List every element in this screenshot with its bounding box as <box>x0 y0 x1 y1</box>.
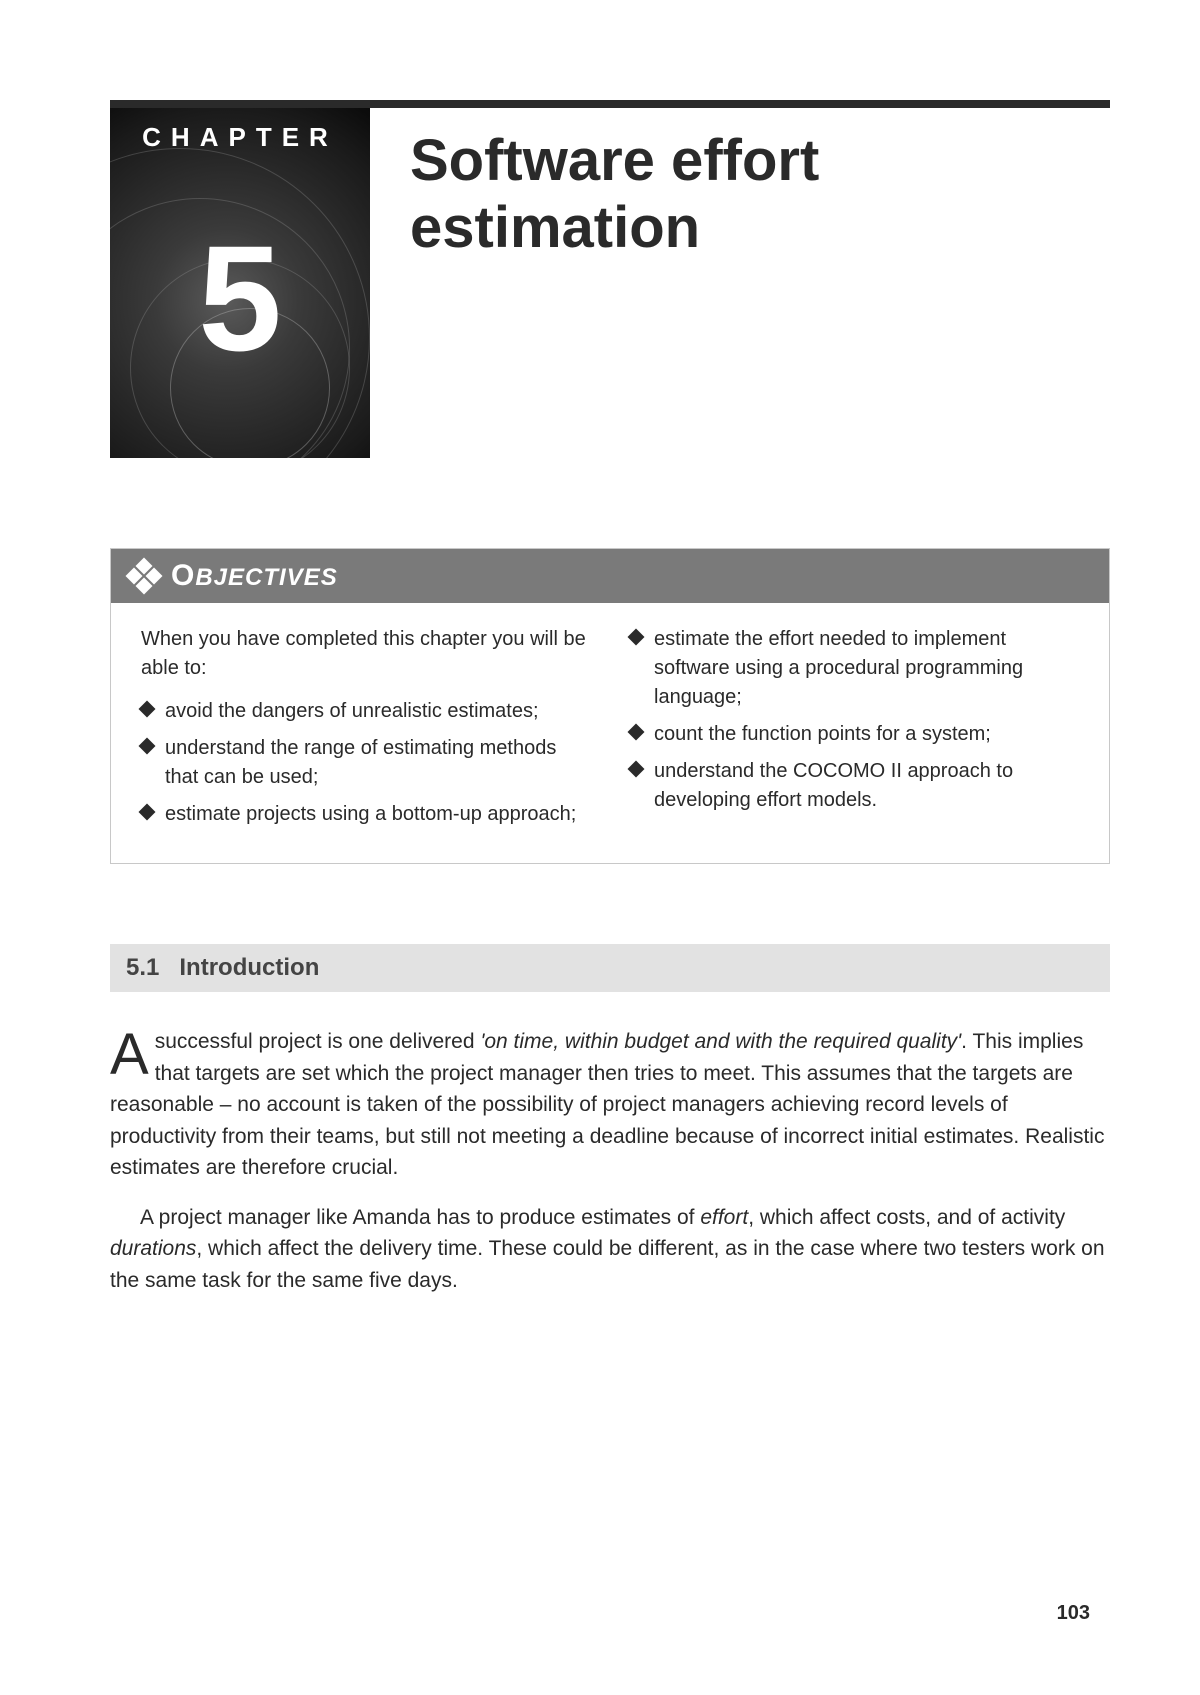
objectives-left-col: When you have completed this chapter you… <box>141 625 590 837</box>
page-number: 103 <box>1057 1602 1090 1625</box>
chapter-label: CHAPTER <box>110 122 370 153</box>
objectives-body: When you have completed this chapter you… <box>111 603 1109 863</box>
objective-item: estimate the effort needed to implement … <box>630 625 1079 712</box>
chapter-badge: CHAPTER 5 <box>110 108 370 458</box>
objectives-title: OBJECTIVES <box>171 559 338 593</box>
dropcap: A <box>110 1026 155 1079</box>
objective-item: understand the COCOMO II approach to dev… <box>630 757 1079 815</box>
diamond-bullet-icon <box>630 726 642 738</box>
diamond-bullet-icon <box>141 703 153 715</box>
objective-item: understand the range of estimating metho… <box>141 734 590 792</box>
chapter-title: Software effort estimation <box>370 108 1110 261</box>
objectives-intro: When you have completed this chapter you… <box>141 625 590 683</box>
section-title: Introduction <box>179 954 319 981</box>
objective-item: estimate projects using a bottom-up appr… <box>141 800 590 829</box>
objectives-left-list: avoid the dangers of unrealistic estimat… <box>141 697 590 829</box>
objectives-right-col: estimate the effort needed to implement … <box>630 625 1079 837</box>
objective-item: avoid the dangers of unrealistic estimat… <box>141 697 590 726</box>
paragraph-1: A successful project is one delivered 'o… <box>110 1026 1110 1184</box>
top-rule <box>110 100 1110 108</box>
paragraph-2: A project manager like Amanda has to pro… <box>110 1202 1110 1297</box>
diamond-bullet-icon <box>630 763 642 775</box>
section-heading: 5.1 Introduction <box>110 944 1110 992</box>
objectives-header: OBJECTIVES <box>111 549 1109 603</box>
diamond-cluster-icon <box>129 561 159 591</box>
body-text: A successful project is one delivered 'o… <box>110 1026 1110 1296</box>
chapter-number: 5 <box>110 223 370 373</box>
objectives-box: OBJECTIVES When you have completed this … <box>110 548 1110 864</box>
chapter-header: CHAPTER 5 Software effort estimation <box>110 108 1110 458</box>
diamond-bullet-icon <box>141 806 153 818</box>
objectives-right-list: estimate the effort needed to implement … <box>630 625 1079 815</box>
diamond-bullet-icon <box>141 740 153 752</box>
diamond-bullet-icon <box>630 631 642 643</box>
objective-item: count the function points for a system; <box>630 720 1079 749</box>
section-number: 5.1 <box>126 954 159 981</box>
